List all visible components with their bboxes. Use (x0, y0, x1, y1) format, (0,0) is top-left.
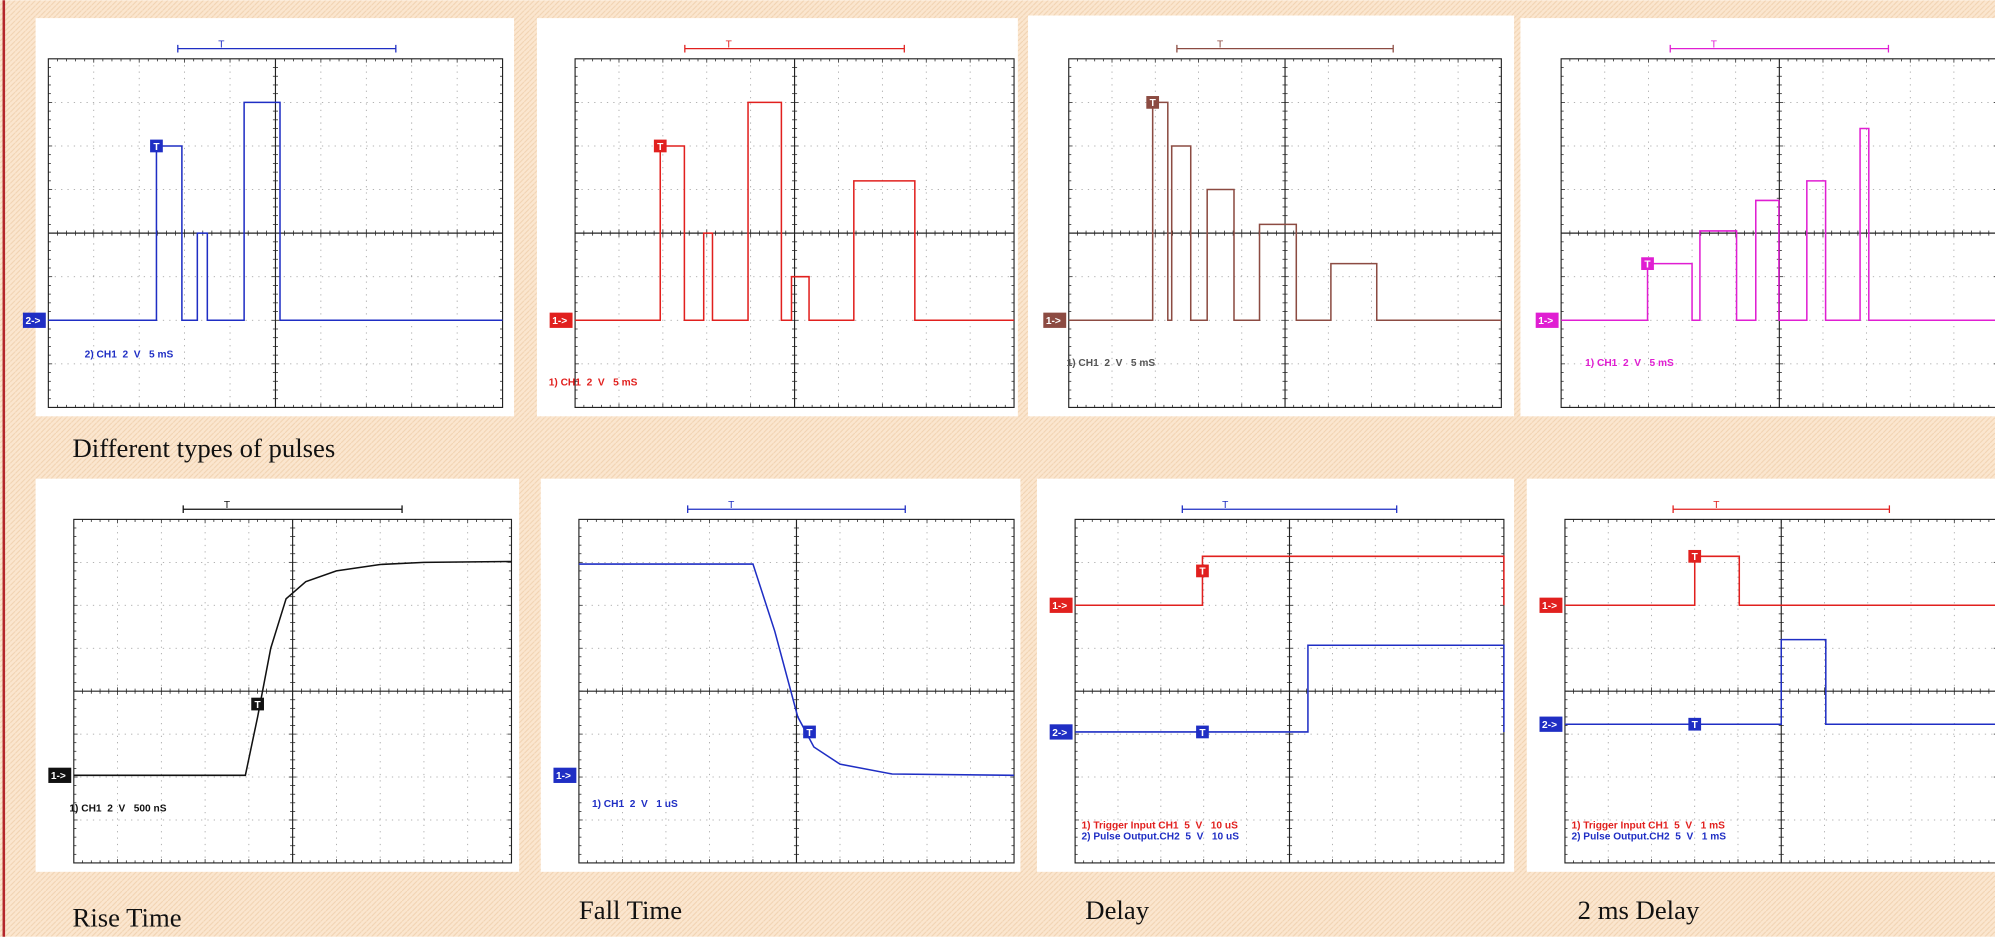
trigger-marker-label: T (255, 700, 262, 711)
timebase-marker: T (1222, 500, 1228, 511)
timebase-marker: T (224, 500, 230, 511)
channel-marker-label: 1-> (51, 771, 66, 782)
scope-panel: T 1-> T 1) CH1 2 V 1 uS (541, 479, 1021, 872)
timebase-marker: T (728, 500, 734, 511)
scale-label: 2) Pulse Output.CH2 5 V 10 uS (1082, 831, 1240, 842)
scope-panel: T 1-> 2-> T T 1) Trigger Input CH1 5 V 1 mS2)… (1527, 479, 1995, 872)
trigger-marker-label: T (1692, 720, 1699, 731)
timebase-marker: T (1217, 39, 1223, 50)
scale-label: 2) Pulse Output.CH2 5 V 1 mS (1571, 831, 1726, 842)
channel-marker-label: 1-> (1046, 316, 1061, 327)
scope-panel: T 1-> T 1) CH1 2 V 5 mS (1520, 18, 1995, 416)
scope-panel: T 1-> T 1) CH1 2 V 5 mS (1028, 16, 1514, 417)
panel-background (1028, 16, 1514, 417)
channel-marker-label: 1-> (1542, 601, 1557, 612)
scale-label: 2) CH1 2 V 5 mS (85, 349, 174, 360)
scale-label: 1) CH1 2 V 5 mS (549, 378, 638, 389)
panel-background (541, 479, 1021, 872)
trigger-marker-label: T (153, 142, 160, 153)
channel-marker-label: 2-> (1052, 728, 1067, 739)
caption: Fall Time (579, 895, 682, 925)
page: {"captions": {"pulses": "Different types… (0, 0, 1995, 937)
scale-label: 1) CH1 2 V 1 uS (592, 799, 678, 810)
trigger-marker-label: T (806, 728, 813, 739)
trigger-marker-label: T (657, 142, 664, 153)
caption: Rise Time (73, 903, 182, 933)
scale-label: 1) Trigger Input CH1 5 V 1 mS (1571, 821, 1725, 832)
trigger-marker-label: T (1150, 98, 1157, 109)
scale-label: 1) CH1 2 V 500 nS (69, 803, 166, 814)
panel-background (1037, 479, 1514, 872)
timebase-marker: T (1711, 39, 1717, 50)
channel-marker-label: 2-> (25, 316, 40, 327)
panel-background (537, 18, 1018, 416)
scope-panel: T 1-> T 1) CH1 2 V 5 mS (537, 18, 1018, 416)
trigger-marker-label: T (1199, 567, 1206, 578)
trigger-marker-label: T (1644, 259, 1651, 270)
scale-label: 1) CH1 2 V 5 mS (1585, 358, 1674, 369)
caption: Different types of pulses (73, 433, 336, 463)
panel-background (1527, 479, 1995, 872)
scale-label: 1) Trigger Input CH1 5 V 10 uS (1082, 821, 1239, 832)
channel-marker-label: 1-> (1052, 601, 1067, 612)
timebase-marker: T (726, 39, 732, 50)
scope-panel: T 2-> T 2) CH1 2 V 5 mS (23, 18, 514, 416)
panel-background (1520, 18, 1995, 416)
timebase-marker: T (218, 39, 224, 50)
slide: T 2-> T 2) CH1 2 V 5 mS T 1-> T 1) CH1 2 V 5 mS… (0, 0, 1995, 937)
channel-marker-label: 1-> (556, 771, 571, 782)
timebase-marker: T (1713, 500, 1719, 511)
scope-panel: T 1-> T 1) CH1 2 V 500 nS (36, 479, 519, 872)
channel-marker-label: 1-> (1538, 316, 1553, 327)
channel-marker-label: 1-> (552, 316, 567, 327)
caption: Delay (1085, 895, 1149, 925)
trigger-marker-label: T (1199, 728, 1206, 739)
channel-marker-label: 2-> (1542, 720, 1557, 731)
trigger-marker-label: T (1692, 552, 1699, 563)
scope-panel: T 1-> 2-> T T 1) Trigger Input CH1 5 V 10 uS2… (1037, 479, 1514, 872)
caption: 2 ms Delay (1578, 895, 1700, 925)
scale-label: 1) CH1 2 V 5 mS (1067, 358, 1156, 369)
